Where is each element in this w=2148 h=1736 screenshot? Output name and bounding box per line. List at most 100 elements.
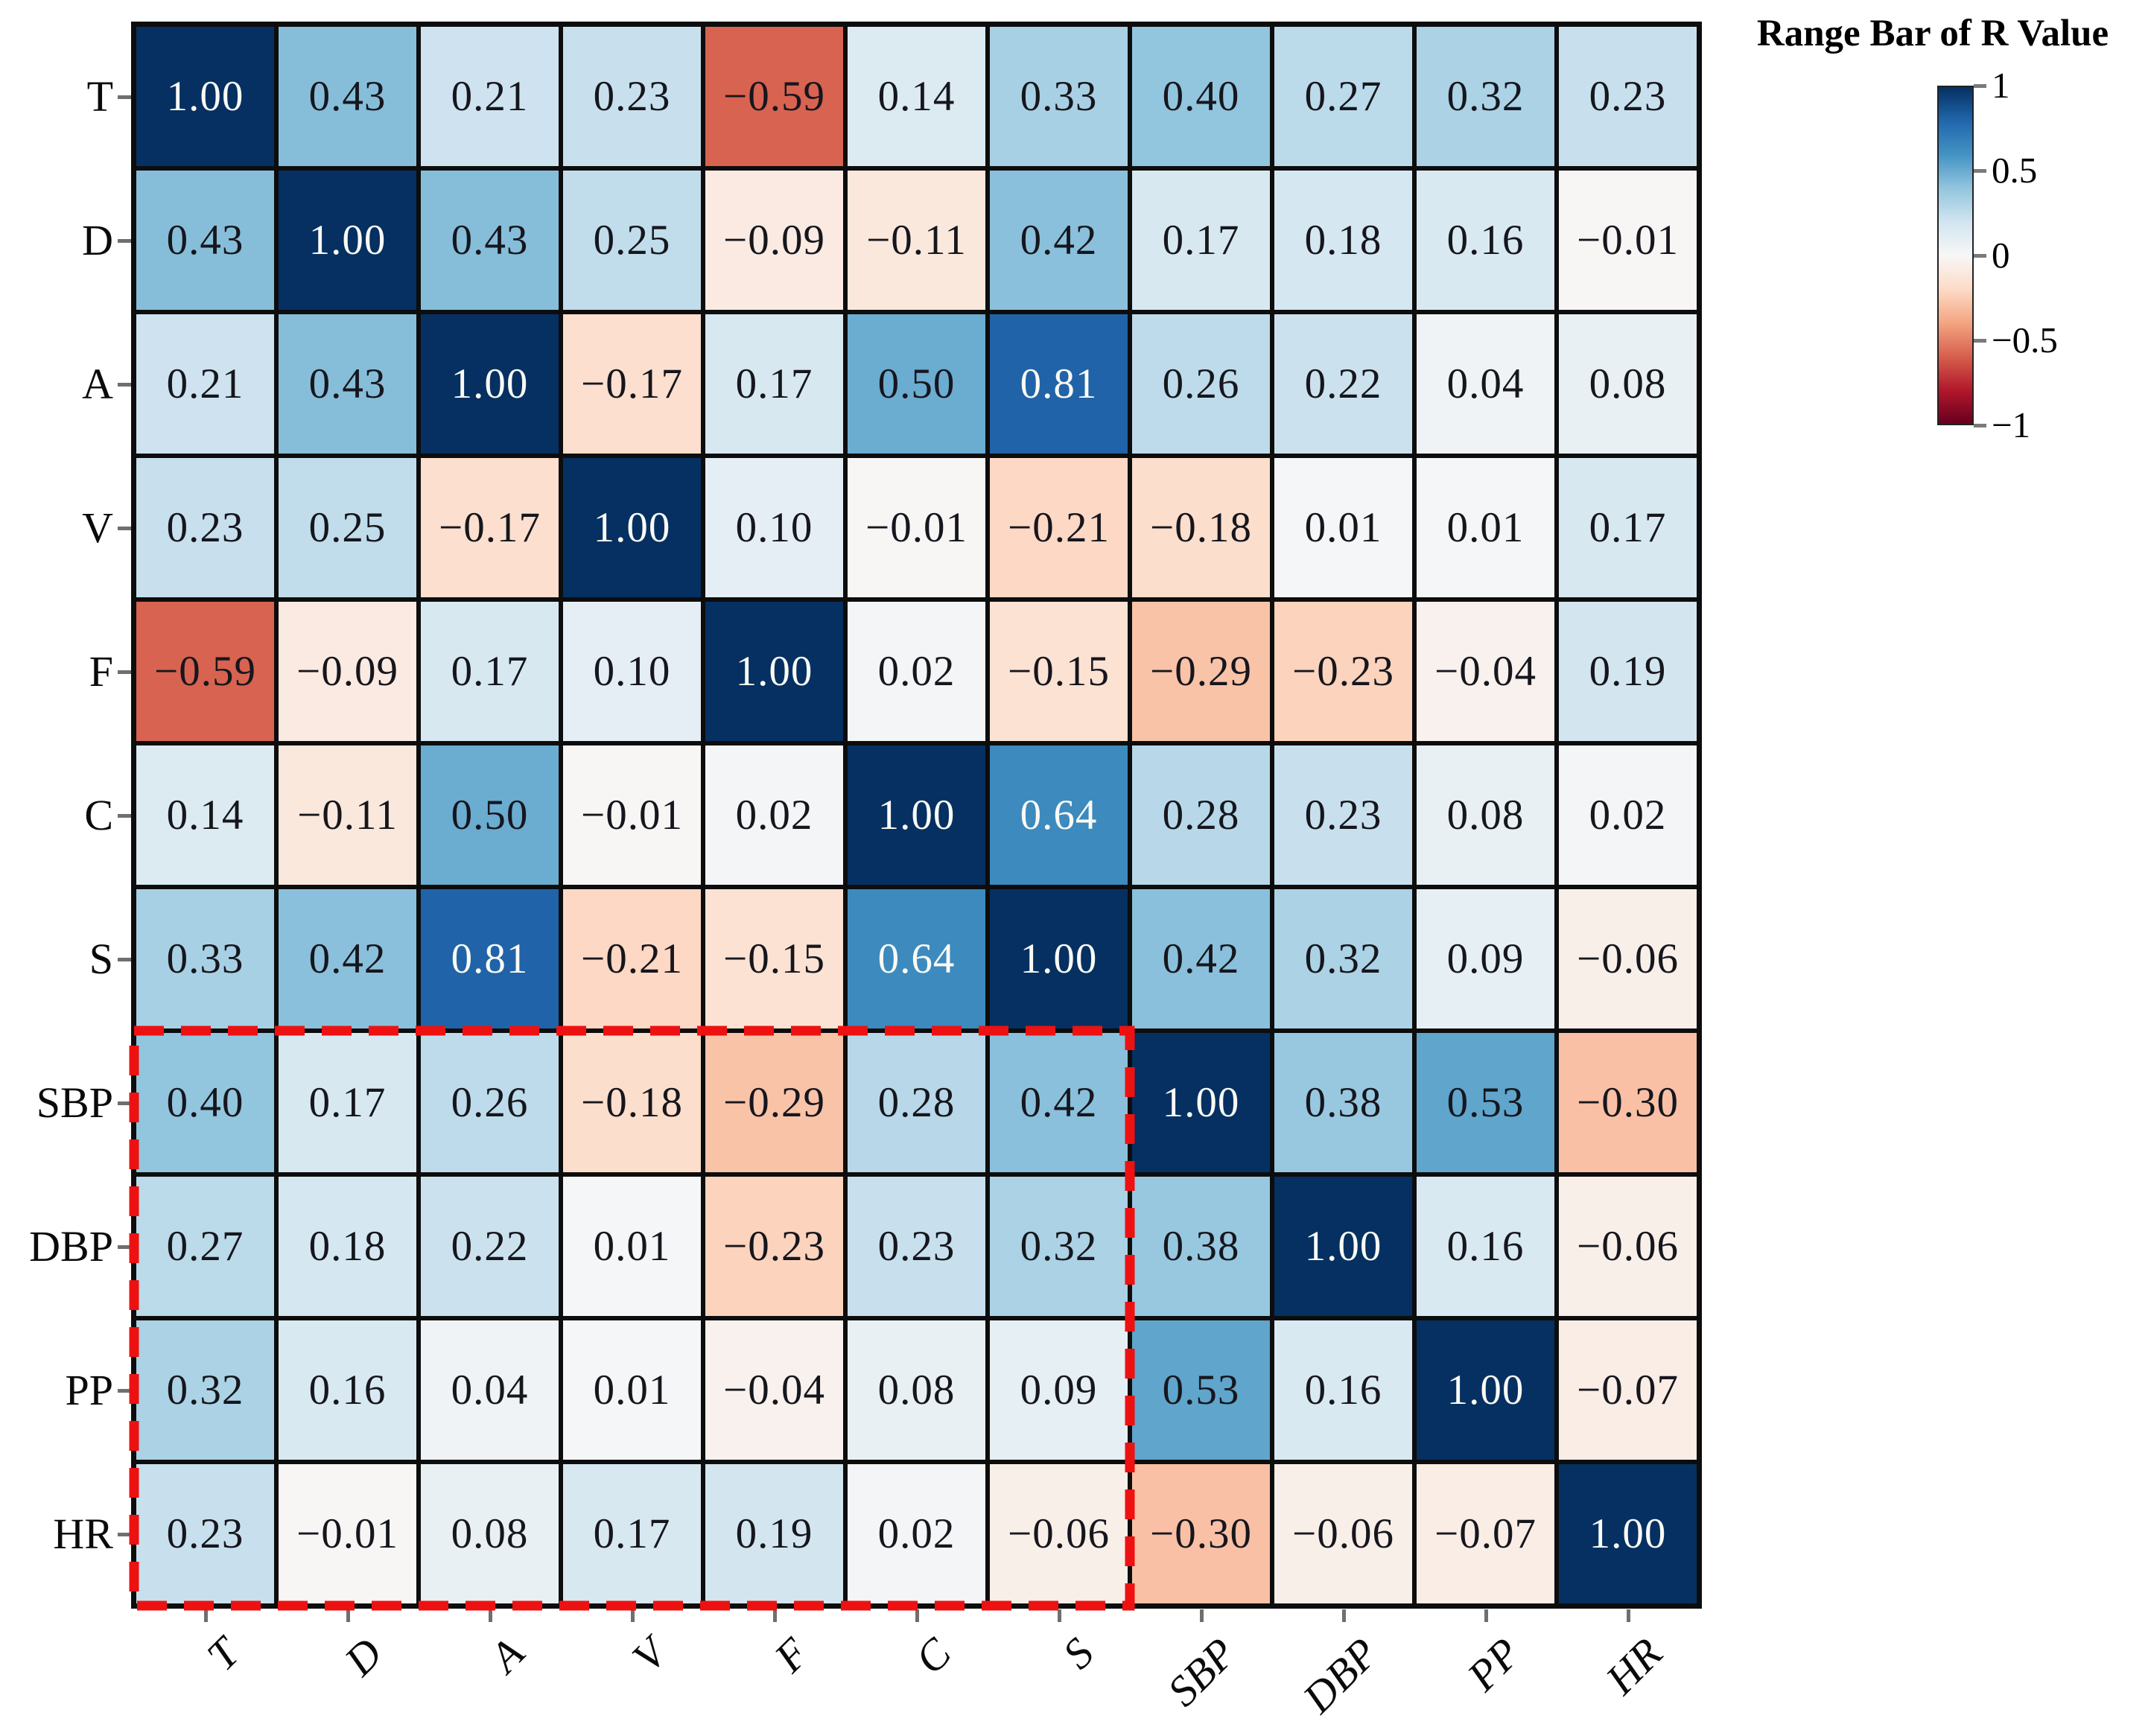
colorbar-tick-label: −1 <box>1992 404 2031 445</box>
heatmap-cell: 0.08 <box>845 1318 988 1462</box>
y-axis-label: DBP <box>29 1221 113 1271</box>
heatmap-cell: 0.17 <box>419 600 561 743</box>
heatmap-cell: −0.01 <box>561 743 703 887</box>
heatmap-cell: −0.06 <box>1557 887 1699 1031</box>
heatmap-cell: 1.00 <box>276 168 419 312</box>
heatmap-cell: 0.43 <box>419 168 561 312</box>
heatmap-cell: 0.21 <box>419 25 561 168</box>
heatmap-cell: 0.02 <box>845 600 988 743</box>
x-tick-mark <box>1626 1609 1630 1622</box>
heatmap-cell: 1.00 <box>134 25 276 168</box>
x-axis-label: HR <box>1596 1628 1672 1704</box>
y-axis-label: S <box>89 934 113 983</box>
y-tick-mark <box>118 526 131 530</box>
heatmap-cell: −0.09 <box>276 600 419 743</box>
x-tick-mark <box>1199 1609 1204 1622</box>
y-tick-mark <box>118 95 131 99</box>
heatmap-cell: 0.04 <box>1414 312 1557 456</box>
heatmap-cell: 0.17 <box>1557 456 1699 600</box>
heatmap-cell: 0.14 <box>845 25 988 168</box>
heatmap-cell: 0.40 <box>134 1031 276 1174</box>
heatmap-cell: 0.22 <box>419 1174 561 1318</box>
heatmap-cell: 0.09 <box>1414 887 1557 1031</box>
heatmap-cell: 0.19 <box>703 1462 845 1606</box>
heatmap-cell: −0.23 <box>1272 600 1414 743</box>
heatmap-cell: 1.00 <box>1272 1174 1414 1318</box>
x-tick-mark <box>1484 1609 1488 1622</box>
heatmap-cell: 1.00 <box>1414 1318 1557 1462</box>
x-tick-mark <box>630 1609 635 1622</box>
heatmap-cell: −0.18 <box>561 1031 703 1174</box>
heatmap-cell: 0.16 <box>276 1318 419 1462</box>
heatmap-cell: 0.25 <box>276 456 419 600</box>
heatmap-cell: 0.53 <box>1414 1031 1557 1174</box>
heatmap-cell: 0.28 <box>845 1031 988 1174</box>
x-tick-mark <box>772 1609 777 1622</box>
colorbar-tick-mark <box>1974 424 1986 427</box>
heatmap-cell: −0.21 <box>561 887 703 1031</box>
heatmap-cell: 0.21 <box>134 312 276 456</box>
heatmap-cell: 1.00 <box>845 743 988 887</box>
heatmap-cell: −0.06 <box>1557 1174 1699 1318</box>
heatmap-cell: 0.42 <box>1130 887 1272 1031</box>
heatmap-cell: 0.42 <box>988 168 1130 312</box>
heatmap-cell: 0.10 <box>561 600 703 743</box>
heatmap-cell: 0.81 <box>419 887 561 1031</box>
heatmap-cell: 0.32 <box>1272 887 1414 1031</box>
y-axis-label: HR <box>53 1509 113 1558</box>
heatmap-cell: 0.02 <box>845 1462 988 1606</box>
y-axis-label: T <box>86 71 113 121</box>
heatmap-cell: 0.16 <box>1414 168 1557 312</box>
x-axis-label: DBP <box>1293 1628 1388 1723</box>
heatmap-cell: 0.32 <box>1414 25 1557 168</box>
heatmap-cell: −0.04 <box>703 1318 845 1462</box>
heatmap-cell: −0.23 <box>703 1174 845 1318</box>
colorbar-tick-mark <box>1974 339 1986 343</box>
x-axis-label: PP <box>1458 1628 1530 1700</box>
heatmap-cell: −0.06 <box>988 1462 1130 1606</box>
heatmap-cell: 1.00 <box>419 312 561 456</box>
heatmap-cell: −0.04 <box>1414 600 1557 743</box>
heatmap-cell: −0.59 <box>703 25 845 168</box>
x-tick-mark <box>488 1609 492 1622</box>
heatmap-cell: 0.01 <box>561 1174 703 1318</box>
y-tick-mark <box>118 1532 131 1536</box>
heatmap-cell: 0.27 <box>134 1174 276 1318</box>
heatmap-cell: 0.27 <box>1272 25 1414 168</box>
heatmap-cell: −0.30 <box>1557 1031 1699 1174</box>
x-tick-mark <box>1057 1609 1061 1622</box>
x-axis-label: S <box>1052 1628 1103 1679</box>
colorbar-gradient <box>1937 86 1974 425</box>
y-axis-label: PP <box>65 1365 113 1414</box>
heatmap-cell: 0.10 <box>703 456 845 600</box>
heatmap-cell: −0.59 <box>134 600 276 743</box>
heatmap-cell: −0.01 <box>845 456 988 600</box>
heatmap-cell: −0.11 <box>276 743 419 887</box>
y-tick-mark <box>118 670 131 674</box>
heatmap-cell: 0.32 <box>134 1318 276 1462</box>
y-tick-mark <box>118 1388 131 1393</box>
heatmap-cell: 0.17 <box>276 1031 419 1174</box>
x-axis-label: V <box>623 1628 676 1682</box>
x-axis-label: D <box>334 1628 392 1685</box>
heatmap-cell: 0.17 <box>703 312 845 456</box>
heatmap-cell: −0.18 <box>1130 456 1272 600</box>
heatmap-cell: 0.23 <box>845 1174 988 1318</box>
heatmap-cell: 0.38 <box>1130 1174 1272 1318</box>
heatmap-cell: −0.29 <box>1130 600 1272 743</box>
heatmap-cell: −0.17 <box>561 312 703 456</box>
heatmap-cell: 0.43 <box>134 168 276 312</box>
heatmap-cell: 1.00 <box>1557 1462 1699 1606</box>
heatmap-cell: −0.15 <box>703 887 845 1031</box>
y-axis-label: D <box>82 215 113 264</box>
heatmap-cell: 0.01 <box>1414 456 1557 600</box>
x-tick-mark <box>346 1609 350 1622</box>
heatmap-cell: −0.09 <box>703 168 845 312</box>
y-axis-label: A <box>82 359 113 408</box>
heatmap-cell: 0.26 <box>1130 312 1272 456</box>
heatmap-cell: 0.26 <box>419 1031 561 1174</box>
y-axis-label: C <box>84 790 113 839</box>
colorbar-title: Range Bar of R Value <box>1756 13 2109 54</box>
y-axis-label: F <box>89 646 113 696</box>
x-axis-label: A <box>480 1628 534 1682</box>
